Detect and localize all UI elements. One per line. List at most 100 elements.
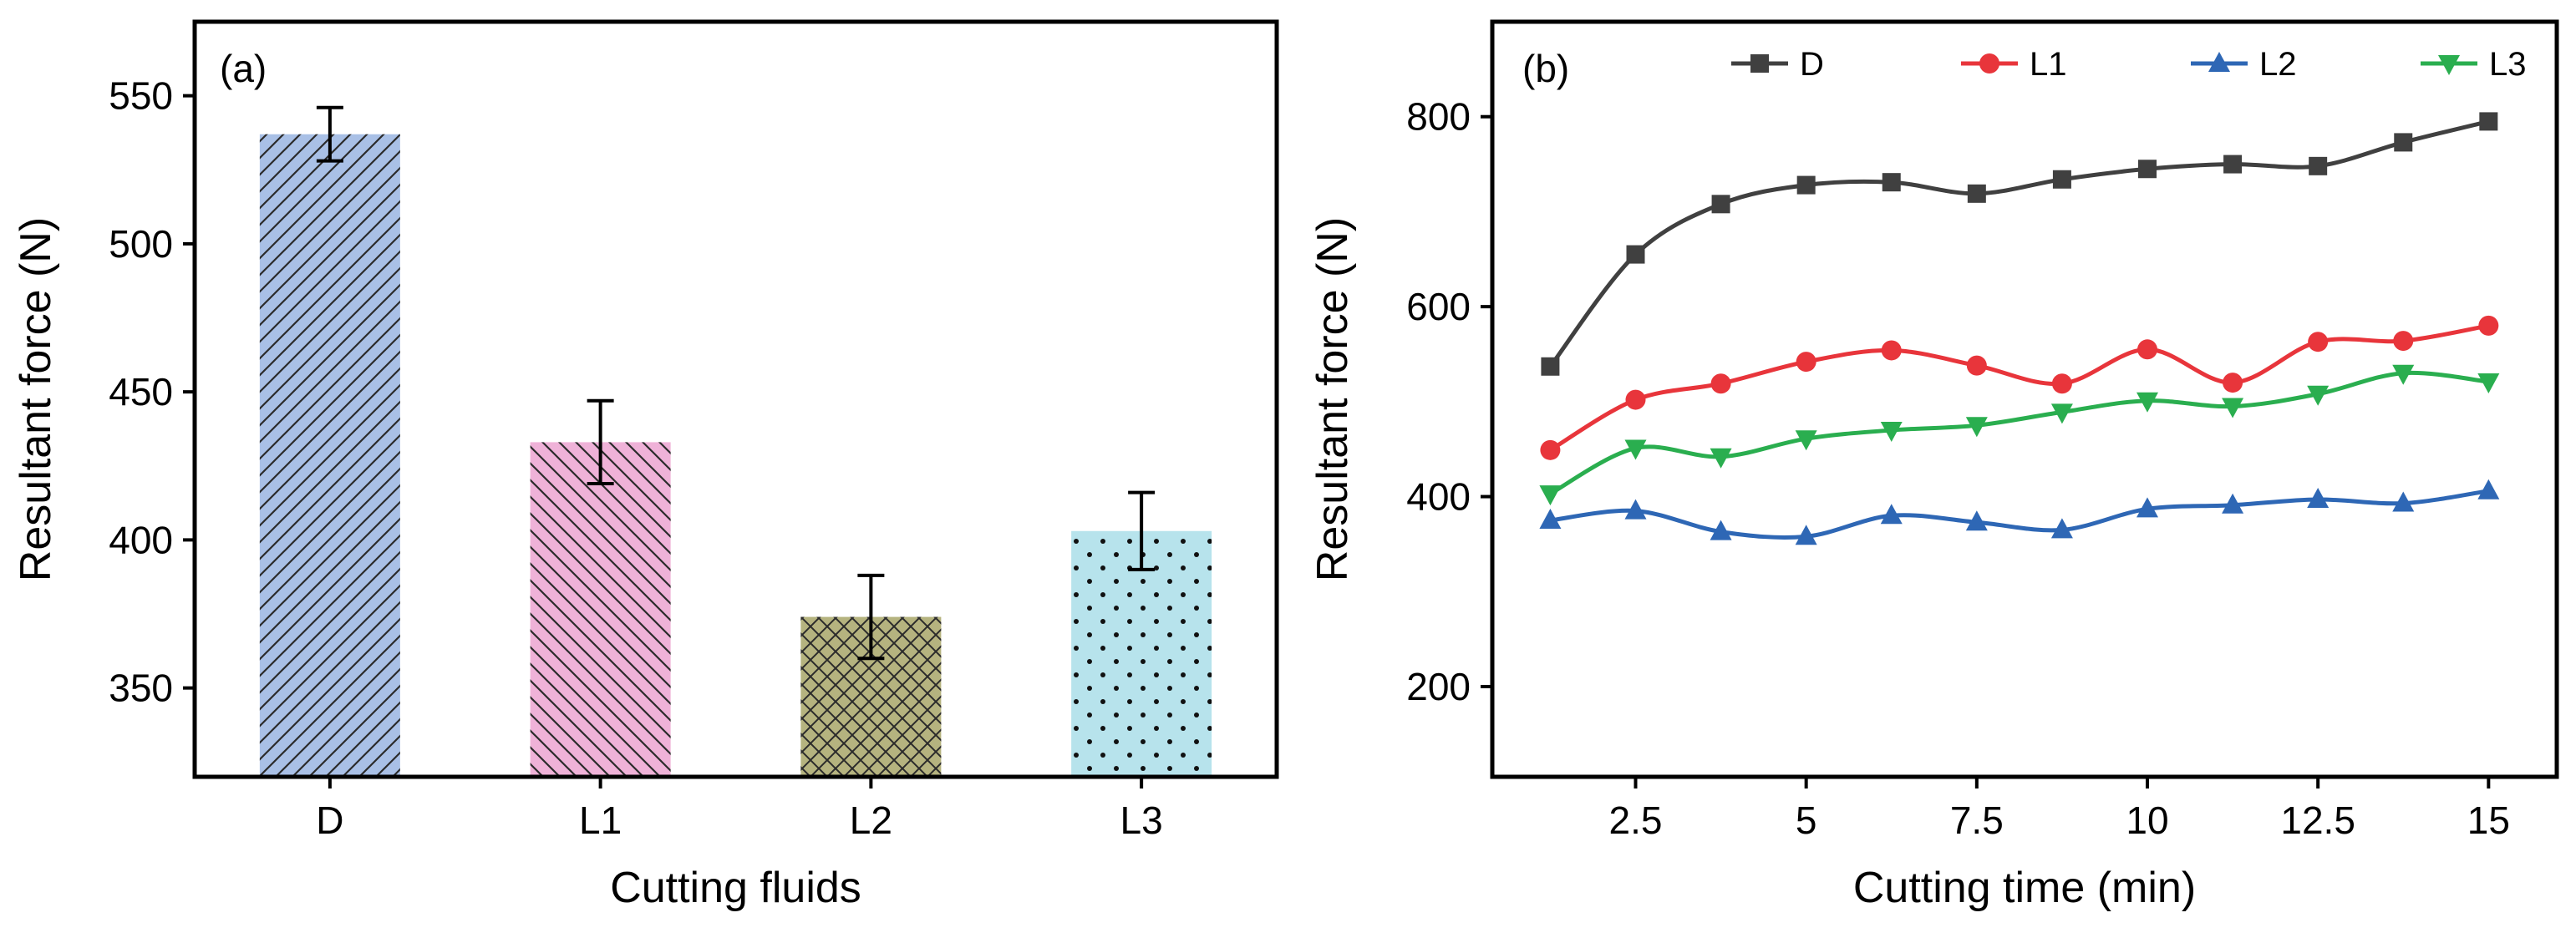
x-tick-label-5: 5 bbox=[1796, 799, 1817, 842]
point-L3-4 bbox=[1880, 421, 1903, 442]
line-series bbox=[1539, 112, 2500, 545]
plot-frame-a bbox=[192, 19, 1279, 779]
point-L1-6 bbox=[2051, 373, 2072, 394]
y-tick-label-400: 400 bbox=[109, 518, 173, 561]
y-tick-label-600: 600 bbox=[1406, 285, 1471, 328]
y-tick-label-800: 800 bbox=[1406, 95, 1471, 139]
legend-marker-L1 bbox=[1979, 53, 1999, 74]
y-tick-label-400: 400 bbox=[1406, 475, 1471, 519]
panel-label-b: (b) bbox=[1522, 47, 1569, 90]
point-L3-6 bbox=[2050, 403, 2073, 424]
x-tick-label-L1: L1 bbox=[579, 799, 622, 842]
x-axis-ticks: 2.5 5 7.5 10 12.5 15 bbox=[1609, 777, 2510, 842]
point-L1-1 bbox=[1625, 389, 1646, 410]
panel-label-a: (a) bbox=[220, 47, 267, 90]
point-L2-9 bbox=[2307, 487, 2330, 508]
x-axis-ticks: D L1 L2 L3 bbox=[316, 777, 1163, 842]
point-D-3 bbox=[1796, 175, 1816, 195]
x-tick-label-12.5: 12.5 bbox=[2280, 799, 2355, 842]
point-L2-5 bbox=[1965, 510, 1988, 531]
x-tick-label-L3: L3 bbox=[1120, 799, 1163, 842]
series-line-L3 bbox=[1549, 370, 2489, 496]
series-line-D bbox=[1548, 119, 2489, 368]
point-L2-4 bbox=[1880, 504, 1903, 525]
legend-marker-D bbox=[1750, 54, 1769, 73]
legend-marker-L2 bbox=[2208, 52, 2230, 72]
x-tick-label-7.5: 7.5 bbox=[1950, 799, 2004, 842]
point-L2-11 bbox=[2477, 479, 2500, 499]
point-L3-9 bbox=[2307, 385, 2330, 406]
bar-pattern-L3 bbox=[1071, 530, 1212, 777]
legend-label-D: D bbox=[1800, 46, 1824, 83]
point-L3-5 bbox=[1965, 417, 1988, 438]
series-line-L2 bbox=[1550, 489, 2489, 540]
legend-label-L1: L1 bbox=[2030, 46, 2067, 83]
point-L1-3 bbox=[1796, 352, 1816, 373]
point-D-0 bbox=[1541, 357, 1560, 376]
point-D-1 bbox=[1626, 245, 1645, 264]
point-L3-0 bbox=[1539, 485, 1562, 506]
point-L2-2 bbox=[1710, 520, 1732, 540]
legend-label-L2: L2 bbox=[2259, 46, 2297, 83]
point-L3-10 bbox=[2392, 364, 2415, 385]
point-L2-0 bbox=[1539, 508, 1562, 529]
x-tick-label-L2: L2 bbox=[850, 799, 892, 842]
x-axis-title-a: Cutting fluids bbox=[610, 864, 861, 912]
y-tick-label-200: 200 bbox=[1406, 665, 1471, 708]
point-D-9 bbox=[2309, 156, 2328, 175]
bar-pattern-D bbox=[259, 134, 400, 777]
point-L1-9 bbox=[2308, 332, 2329, 352]
x-axis-title-b: Cutting time (min) bbox=[1853, 864, 2196, 912]
point-D-7 bbox=[2138, 160, 2157, 179]
plot-frame-b bbox=[1490, 19, 2559, 779]
y-axis-ticks: 200 400 600 800 bbox=[1406, 95, 1492, 708]
point-L1-4 bbox=[1881, 340, 1902, 361]
point-D-2 bbox=[1711, 195, 1730, 214]
point-L3-11 bbox=[2477, 373, 2500, 393]
point-L2-1 bbox=[1624, 499, 1647, 520]
point-L2-6 bbox=[2050, 518, 2073, 539]
point-L3-8 bbox=[2222, 398, 2244, 418]
bar-series bbox=[259, 134, 1212, 777]
x-tick-label-2.5: 2.5 bbox=[1609, 799, 1663, 842]
point-L1-10 bbox=[2393, 331, 2414, 352]
point-D-10 bbox=[2394, 133, 2413, 152]
point-L2-8 bbox=[2222, 493, 2244, 514]
y-tick-label-350: 350 bbox=[109, 667, 173, 710]
y-axis-title-b: Resultant force (N) bbox=[1308, 217, 1357, 581]
point-L3-1 bbox=[1624, 439, 1647, 460]
point-L2-3 bbox=[1795, 525, 1817, 545]
point-L3-7 bbox=[2137, 392, 2158, 413]
panel-a-bar-chart: 350 400 450 500 550 D L1 L2 L3 (a) Cutting flui… bbox=[12, 19, 1279, 912]
point-D-11 bbox=[2479, 112, 2498, 131]
point-D-4 bbox=[1882, 173, 1901, 192]
point-L3-2 bbox=[1710, 448, 1732, 469]
y-axis-ticks: 350 400 450 500 550 bbox=[109, 74, 195, 710]
point-L2-7 bbox=[2137, 497, 2158, 518]
y-axis-title-a: Resultant force (N) bbox=[12, 217, 60, 581]
y-tick-label-500: 500 bbox=[109, 222, 173, 266]
error-bars bbox=[316, 105, 1156, 661]
legend: D L1 L2 L3 bbox=[1731, 46, 2527, 83]
legend-label-L3: L3 bbox=[2489, 46, 2527, 83]
point-L1-11 bbox=[2478, 315, 2499, 336]
x-tick-label-15: 15 bbox=[2467, 799, 2510, 842]
bar-pattern-L1 bbox=[530, 442, 671, 777]
point-D-5 bbox=[1967, 184, 1986, 203]
point-L1-5 bbox=[1966, 355, 1987, 376]
point-L1-8 bbox=[2223, 373, 2243, 393]
point-L1-0 bbox=[1540, 439, 1561, 460]
x-tick-label-D: D bbox=[316, 799, 343, 842]
point-L3-3 bbox=[1795, 430, 1817, 451]
legend-marker-L3 bbox=[2438, 55, 2460, 75]
point-L1-2 bbox=[1710, 373, 1731, 394]
x-tick-label-10: 10 bbox=[2126, 799, 2168, 842]
point-L1-7 bbox=[2137, 339, 2157, 360]
y-tick-label-550: 550 bbox=[109, 74, 173, 118]
panel-b-line-chart: 200 400 600 800 2.5 5 7.5 10 12.5 15 D L1 L2 L3 (b)… bbox=[1308, 19, 2559, 912]
y-tick-label-450: 450 bbox=[109, 370, 173, 413]
point-D-6 bbox=[2052, 170, 2071, 189]
point-D-8 bbox=[2223, 155, 2243, 174]
point-L2-10 bbox=[2392, 491, 2415, 512]
